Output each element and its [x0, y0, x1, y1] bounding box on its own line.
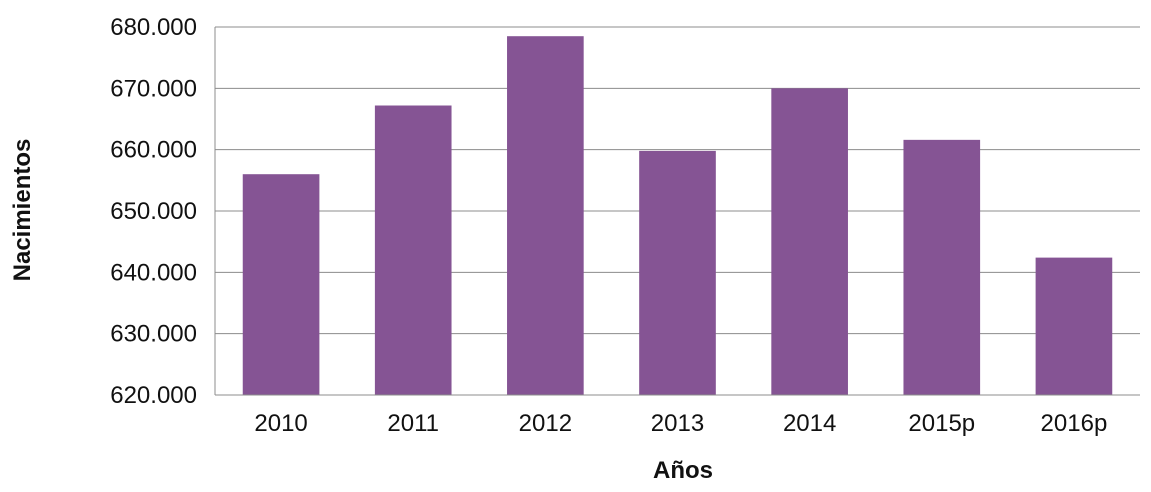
- x-tick-label: 2014: [783, 410, 836, 437]
- bars: [242, 36, 1113, 396]
- y-tick-label: 630.000: [110, 321, 197, 348]
- bar-2012: [507, 36, 584, 395]
- y-tick-label: 640.000: [110, 259, 197, 286]
- y-tick-label: 660.000: [110, 137, 197, 164]
- x-tick-label: 2011: [387, 410, 439, 437]
- bar-2013: [639, 150, 716, 395]
- x-axis-title: Años: [653, 457, 713, 484]
- x-tick-label: 2015p: [908, 410, 975, 437]
- y-tick-label: 680.000: [110, 14, 197, 41]
- bar-2014: [771, 88, 848, 395]
- axes: [214, 27, 1140, 396]
- bar-2011: [374, 105, 452, 396]
- y-axis-title: Nacimientos: [9, 139, 36, 282]
- y-tick-label: 620.000: [110, 382, 197, 409]
- y-tick-label: 650.000: [110, 198, 197, 225]
- bar-2015p: [903, 139, 981, 395]
- bar-2016p: [1035, 257, 1113, 395]
- x-tick-label: 2016p: [1041, 410, 1108, 437]
- y-tick-labels: 620.000 630.000 640.000 650.000 660.000 670.0…: [110, 14, 197, 409]
- y-tick-label: 670.000: [110, 75, 197, 102]
- x-tick-label: 2013: [651, 410, 704, 437]
- bar-2010: [242, 174, 320, 395]
- x-tick-label: 2010: [254, 410, 307, 437]
- x-tick-labels: 2010 2011 2012 2013 2014 2015p 2016p: [254, 410, 1107, 437]
- x-tick-label: 2012: [519, 410, 572, 437]
